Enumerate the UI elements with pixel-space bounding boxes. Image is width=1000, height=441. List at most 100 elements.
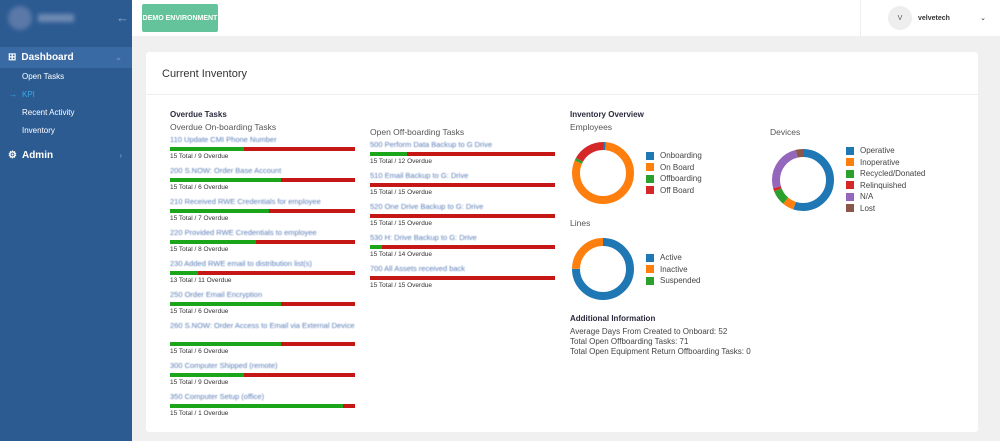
task-link[interactable]: 530 H: Drive Backup to G: Drive [370, 233, 477, 242]
open-offboarding-info: Total Open Offboarding Tasks: 71 [570, 337, 689, 346]
legend-item[interactable]: N/A [846, 191, 925, 203]
donut-slice-inactive[interactable] [572, 238, 634, 300]
task-link[interactable]: 350 Computer Setup (office) [170, 392, 265, 401]
overdue-segment [382, 245, 555, 249]
legend-item[interactable]: Inoperative [846, 157, 925, 169]
sidebar-item-inventory[interactable]: Inventory [22, 126, 55, 135]
overdue-segment [370, 276, 555, 280]
user-menu[interactable]: V velvetech ⌄ [860, 0, 1000, 36]
overdue-segment [256, 240, 355, 244]
task-caption: 15 Total / 6 Overdue [170, 184, 229, 191]
legend-item[interactable]: Inactive [646, 263, 700, 275]
task-link[interactable]: 200 S.NOW: Order Base Account [170, 166, 282, 175]
legend-item[interactable]: Offboarding [646, 173, 702, 185]
legend-swatch [646, 163, 654, 172]
completed-segment [370, 245, 383, 249]
offboarding-column: Open Off-boarding Tasks 500 Perform Data… [370, 124, 555, 295]
task-progress-bar [170, 342, 355, 346]
task-progress-bar [170, 209, 355, 213]
task-link[interactable]: 220 Provided RWE Credentials to employee [170, 228, 317, 237]
overdue-tasks-heading: Overdue Tasks [170, 110, 227, 119]
donut-slice-on-board[interactable] [572, 142, 634, 204]
topbar: DEMO ENVIRONMENT V velvetech ⌄ [132, 0, 1000, 36]
task-link[interactable]: 260 S.NOW: Order Access to Email via Ext… [170, 321, 355, 330]
donut-slice-n-a[interactable] [772, 148, 834, 211]
task-link[interactable]: 300 Computer Shipped (remote) [170, 361, 278, 370]
task-progress-bar [370, 183, 555, 187]
legend-swatch [646, 253, 654, 262]
legend-swatch [846, 204, 854, 213]
overdue-segment [281, 302, 355, 306]
chart-legend: Active Inactive Suspended [646, 252, 700, 287]
task-item: 350 Computer Setup (office) 15 Total / 1… [170, 392, 355, 423]
legend-item[interactable]: Off Board [646, 185, 702, 197]
legend-item[interactable]: Active [646, 252, 700, 264]
task-link[interactable]: 250 Order Email Encryption [170, 290, 263, 299]
task-progress-bar [170, 373, 355, 377]
legend-item[interactable]: Suspended [646, 275, 700, 287]
chart-legend: Onboarding On Board Offboarding Off Board [646, 150, 702, 196]
task-item: 300 Computer Shipped (remote) 15 Total /… [170, 361, 355, 392]
sidebar-item-admin[interactable]: ⚙ Admin › [0, 145, 132, 166]
completed-segment [170, 342, 281, 346]
devices-overview: Devices Operative Inoperative Recycled/Don… [770, 124, 925, 214]
inventory-overview-heading: Inventory Overview [570, 110, 644, 119]
arrow-left-icon[interactable]: ← [116, 10, 129, 25]
task-item: 510 Email Backup to G: Drive 15 Total / … [370, 171, 555, 202]
task-link[interactable]: 500 Perform Data Backup to G Drive [370, 140, 493, 149]
task-link[interactable]: 210 Received RWE Credentials for employe… [170, 197, 321, 206]
legend-item[interactable]: On Board [646, 162, 702, 174]
task-progress-bar [170, 404, 355, 408]
donut-chart [772, 148, 834, 211]
overdue-segment [370, 183, 555, 187]
avg-days-info: Average Days From Created to Onboard: 52 [570, 327, 728, 336]
donut-slice-lost[interactable] [772, 148, 834, 211]
logo-mark [8, 6, 32, 30]
completed-segment [170, 240, 257, 244]
task-progress-bar [170, 240, 355, 244]
legend-label: Offboarding [660, 174, 702, 184]
task-link[interactable]: 230 Added RWE email to distribution list… [170, 259, 313, 268]
chevron-down-icon: ⌄ [980, 15, 986, 22]
legend-item[interactable]: Relinquished [846, 180, 925, 192]
sidebar-item-recent-activity[interactable]: Recent Activity [22, 108, 75, 117]
dashboard-label: Dashboard [21, 52, 74, 63]
gear-icon: ⚙ [8, 150, 17, 161]
task-caption: 15 Total / 1 Overdue [170, 410, 229, 417]
logo [0, 0, 132, 36]
inventory-card: Current Inventory Overdue Tasks Overdue … [146, 52, 978, 432]
sidebar-item-dashboard[interactable]: ⊞ Dashboard ⌄ [0, 47, 132, 68]
overdue-segment [281, 342, 355, 346]
legend-item[interactable]: Recycled/Donated [846, 168, 925, 180]
overdue-segment [268, 209, 355, 213]
task-link[interactable]: 110 Update CMI Phone Number [170, 135, 277, 144]
task-item: 700 All Assets received back 15 Total / … [370, 264, 555, 295]
completed-segment [170, 302, 281, 306]
demo-environment-button[interactable]: DEMO ENVIRONMENT [142, 4, 218, 32]
legend-item[interactable]: Lost [846, 203, 925, 215]
task-progress-bar [170, 178, 355, 182]
task-link[interactable]: 520 One Drive Backup to G: Drive [370, 202, 484, 211]
task-link[interactable]: 700 All Assets received back [370, 264, 466, 273]
completed-segment [370, 152, 407, 156]
chart-legend: Operative Inoperative Recycled/Donated Reli… [846, 145, 925, 214]
task-item: 210 Received RWE Credentials for employe… [170, 197, 355, 228]
legend-swatch [646, 174, 654, 183]
additional-info-heading: Additional Information [570, 314, 656, 323]
completed-segment [170, 373, 244, 377]
legend-swatch [846, 181, 854, 190]
completed-segment [170, 209, 269, 213]
legend-item[interactable]: Onboarding [646, 150, 702, 162]
overdue-segment [407, 152, 555, 156]
sidebar-item-kpi[interactable]: → KPI [0, 86, 132, 104]
legend-label: On Board [660, 162, 695, 172]
legend-item[interactable]: Operative [846, 145, 925, 157]
kpi-label: KPI [22, 90, 35, 99]
task-caption: 15 Total / 6 Overdue [170, 308, 229, 315]
donut-slice-off-board[interactable] [572, 142, 634, 204]
legend-swatch [846, 169, 854, 178]
task-progress-bar [370, 214, 555, 218]
sidebar-item-open-tasks[interactable]: Open Tasks [22, 72, 65, 81]
overdue-segment [370, 214, 555, 218]
task-link[interactable]: 510 Email Backup to G: Drive [370, 171, 469, 180]
